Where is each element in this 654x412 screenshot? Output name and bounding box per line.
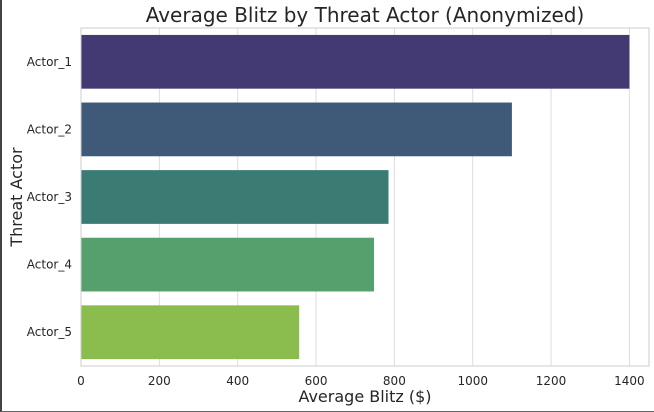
x-axis-title: Average Blitz ($) bbox=[298, 387, 431, 406]
y-tick-label: Actor_2 bbox=[27, 122, 72, 136]
bar-actor-4 bbox=[81, 237, 375, 292]
bar-actor-1 bbox=[81, 34, 630, 89]
y-tick-label: Actor_4 bbox=[27, 258, 72, 272]
x-tick-label: 1400 bbox=[614, 374, 645, 388]
bar-actor-2 bbox=[81, 102, 512, 157]
plot-border bbox=[80, 27, 650, 367]
plot-area: 0 200 400 600 800 1000 1200 1400 Actor_1 Actor_2 A… bbox=[27, 27, 650, 388]
bar-actor-3 bbox=[81, 170, 389, 224]
y-tick-label: Actor_3 bbox=[27, 190, 72, 204]
x-tick-label: 200 bbox=[148, 374, 171, 388]
y-tick-label: Actor_1 bbox=[27, 55, 72, 69]
x-tick-label: 800 bbox=[383, 374, 406, 388]
x-tick-label: 1200 bbox=[536, 374, 567, 388]
y-tick-label: Actor_5 bbox=[27, 325, 72, 339]
x-tick-label: 1000 bbox=[457, 374, 488, 388]
chart-title: Average Blitz by Threat Actor (Anonymize… bbox=[146, 3, 585, 27]
y-axis-title: Threat Actor bbox=[7, 147, 26, 248]
x-tick-label: 600 bbox=[305, 374, 328, 388]
x-tick-label: 0 bbox=[77, 374, 85, 388]
x-tick-label: 400 bbox=[226, 374, 249, 388]
bar-actor-5 bbox=[81, 305, 300, 360]
